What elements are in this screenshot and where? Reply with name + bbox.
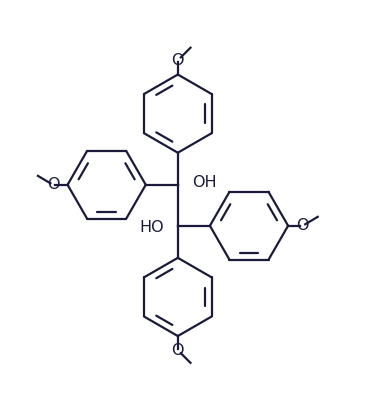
Text: O: O (172, 53, 184, 68)
Text: O: O (47, 177, 60, 192)
Text: OH: OH (192, 176, 217, 191)
Text: O: O (296, 218, 308, 233)
Text: HO: HO (139, 220, 164, 235)
Text: O: O (172, 343, 184, 358)
